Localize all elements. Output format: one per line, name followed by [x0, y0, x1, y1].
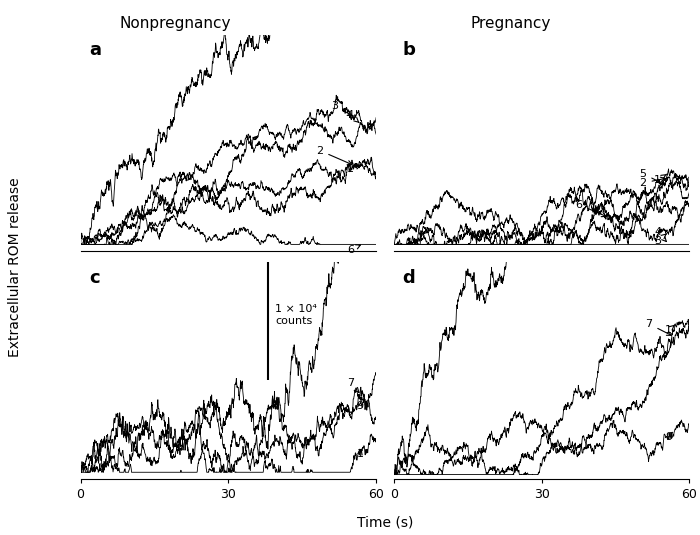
Text: c: c [90, 269, 100, 287]
Text: 4: 4 [346, 110, 359, 123]
Text: 8: 8 [0, 534, 1, 535]
Text: 7: 7 [645, 319, 671, 335]
Text: a: a [90, 41, 102, 59]
Text: d: d [402, 269, 416, 287]
Text: Nonpregnancy: Nonpregnancy [119, 16, 231, 31]
Text: 6: 6 [346, 245, 360, 255]
Text: 5: 5 [640, 169, 666, 185]
Text: 8: 8 [0, 534, 1, 535]
Text: 1: 1 [357, 449, 364, 459]
Text: Extracellular ROM release: Extracellular ROM release [8, 178, 22, 357]
Text: 6: 6 [575, 200, 606, 217]
Text: Time (s): Time (s) [357, 516, 413, 530]
Text: 4: 4 [654, 227, 666, 242]
Text: Pregnancy: Pregnancy [471, 16, 551, 31]
Text: 1: 1 [654, 174, 666, 185]
Text: 9: 9 [357, 401, 364, 411]
Text: 5: 5 [0, 534, 1, 535]
Text: 7: 7 [346, 378, 359, 392]
Text: 9: 9 [665, 432, 672, 441]
Text: 3: 3 [654, 234, 666, 246]
Text: b: b [402, 41, 416, 59]
Text: 2: 2 [640, 177, 665, 188]
Text: 2: 2 [316, 146, 352, 165]
Text: 1: 1 [665, 325, 675, 335]
Text: 1 × 10⁴
counts: 1 × 10⁴ counts [275, 304, 317, 325]
Text: 3: 3 [331, 101, 352, 116]
Text: 1: 1 [346, 164, 360, 174]
